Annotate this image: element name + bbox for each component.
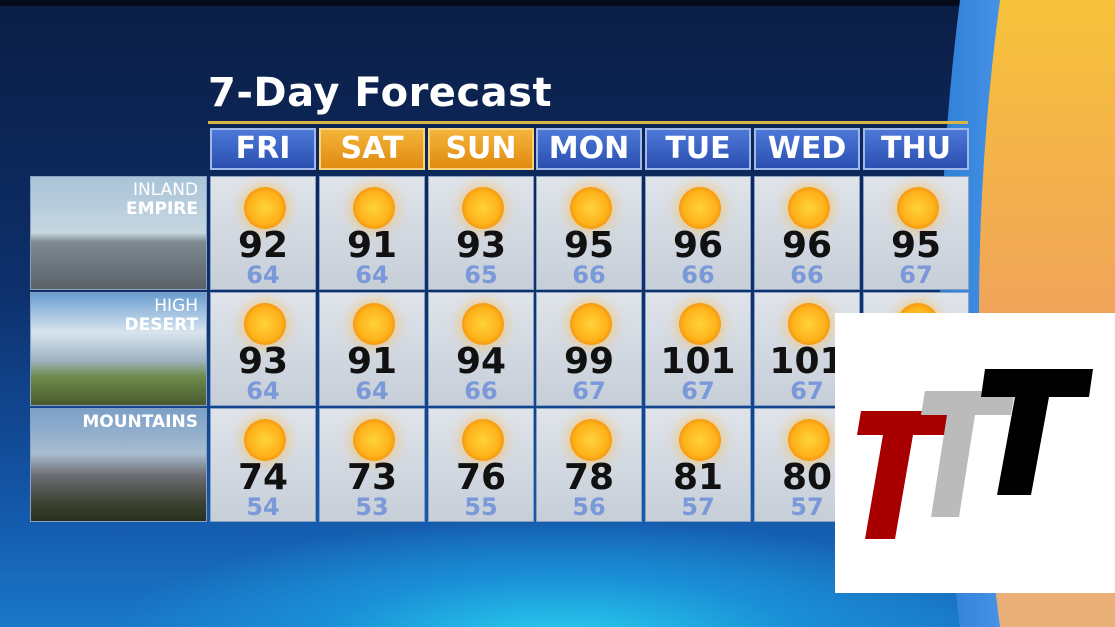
high-temp: 91 bbox=[346, 341, 398, 382]
low-temp: 57 bbox=[681, 493, 715, 521]
channel-logo bbox=[835, 313, 1115, 593]
sunny-icon bbox=[353, 303, 395, 345]
region-image: INLAND EMPIRE bbox=[30, 176, 207, 290]
low-temp: 64 bbox=[246, 261, 280, 289]
forecast-cell: 76 55 bbox=[428, 408, 534, 522]
sunny-icon bbox=[788, 187, 830, 229]
forecast-cell: 91 64 bbox=[319, 292, 425, 406]
sunny-icon bbox=[462, 187, 504, 229]
low-temp: 66 bbox=[681, 261, 715, 289]
forecast-cell: 95 66 bbox=[536, 176, 642, 290]
forecast-cell: 96 66 bbox=[645, 176, 751, 290]
low-temp: 67 bbox=[899, 261, 933, 289]
low-temp: 66 bbox=[790, 261, 824, 289]
region-label-line1: INLAND bbox=[132, 180, 198, 200]
sunny-icon bbox=[244, 303, 286, 345]
day-header-fri: FRI bbox=[210, 128, 316, 170]
high-temp: 74 bbox=[237, 457, 289, 498]
forecast-cell: 99 67 bbox=[536, 292, 642, 406]
high-temp: 101 bbox=[660, 341, 736, 382]
forecast-cell: 74 54 bbox=[210, 408, 316, 522]
low-temp: 57 bbox=[790, 493, 824, 521]
forecast-cell: 101 67 bbox=[645, 292, 751, 406]
low-temp: 66 bbox=[464, 377, 498, 405]
sunny-icon bbox=[244, 187, 286, 229]
high-temp: 96 bbox=[781, 225, 833, 266]
high-temp: 95 bbox=[563, 225, 615, 266]
day-header-wed: WED bbox=[754, 128, 860, 170]
region-label-line2: DESERT bbox=[124, 315, 198, 335]
high-temp: 95 bbox=[890, 225, 942, 266]
sunny-icon bbox=[570, 303, 612, 345]
day-header-tue: TUE bbox=[645, 128, 751, 170]
low-temp: 64 bbox=[355, 261, 389, 289]
low-temp: 65 bbox=[464, 261, 498, 289]
sunny-icon bbox=[353, 419, 395, 461]
low-temp: 67 bbox=[572, 377, 606, 405]
forecast-cell: 93 65 bbox=[428, 176, 534, 290]
high-temp: 73 bbox=[346, 457, 398, 498]
day-header-mon: MON bbox=[536, 128, 642, 170]
sunny-icon bbox=[244, 419, 286, 461]
forecast-cell: 93 64 bbox=[210, 292, 316, 406]
low-temp: 53 bbox=[355, 493, 389, 521]
region-label-line1: HIGH bbox=[154, 296, 198, 316]
title-underline bbox=[208, 121, 968, 124]
high-temp: 92 bbox=[237, 225, 289, 266]
high-temp: 96 bbox=[672, 225, 724, 266]
region-label: MOUNTAINS bbox=[82, 413, 198, 432]
high-temp: 93 bbox=[237, 341, 289, 382]
region-image: HIGH DESERT bbox=[30, 292, 207, 406]
sunny-icon bbox=[788, 419, 830, 461]
forecast-cell: 91 64 bbox=[319, 176, 425, 290]
sunny-icon bbox=[570, 187, 612, 229]
sunny-icon bbox=[462, 419, 504, 461]
high-temp: 99 bbox=[563, 341, 615, 382]
sunny-icon bbox=[897, 187, 939, 229]
high-temp: 80 bbox=[781, 457, 833, 498]
sunny-icon bbox=[570, 419, 612, 461]
day-header-thu: THU bbox=[863, 128, 969, 170]
page-title: 7-Day Forecast bbox=[208, 70, 553, 116]
low-temp: 64 bbox=[246, 377, 280, 405]
low-temp: 67 bbox=[681, 377, 715, 405]
forecast-cell: 78 56 bbox=[536, 408, 642, 522]
low-temp: 55 bbox=[464, 493, 498, 521]
sunny-icon bbox=[788, 303, 830, 345]
forecast-cell: 92 64 bbox=[210, 176, 316, 290]
high-temp: 91 bbox=[346, 225, 398, 266]
forecast-cell: 81 57 bbox=[645, 408, 751, 522]
forecast-cell: 94 66 bbox=[428, 292, 534, 406]
region-label-line2: EMPIRE bbox=[125, 199, 198, 219]
high-temp: 93 bbox=[455, 225, 507, 266]
day-header-sat: SAT bbox=[319, 128, 425, 170]
region-label: HIGH DESERT bbox=[124, 297, 198, 335]
sunny-icon bbox=[679, 303, 721, 345]
high-temp: 94 bbox=[455, 341, 507, 382]
sunny-icon bbox=[353, 187, 395, 229]
region-label-line2: MOUNTAINS bbox=[82, 412, 198, 432]
high-temp: 101 bbox=[769, 341, 845, 382]
region-image: MOUNTAINS bbox=[30, 408, 207, 522]
region-label: INLAND EMPIRE bbox=[126, 181, 198, 219]
sunny-icon bbox=[679, 187, 721, 229]
forecast-cell: 96 66 bbox=[754, 176, 860, 290]
low-temp: 64 bbox=[355, 377, 389, 405]
high-temp: 78 bbox=[563, 457, 615, 498]
sunny-icon bbox=[462, 303, 504, 345]
low-temp: 66 bbox=[572, 261, 606, 289]
high-temp: 76 bbox=[455, 457, 507, 498]
top-bar bbox=[0, 0, 1115, 6]
low-temp: 56 bbox=[572, 493, 606, 521]
sunny-icon bbox=[679, 419, 721, 461]
forecast-cell: 95 67 bbox=[863, 176, 969, 290]
low-temp: 54 bbox=[246, 493, 280, 521]
forecast-cell: 73 53 bbox=[319, 408, 425, 522]
high-temp: 81 bbox=[672, 457, 724, 498]
low-temp: 67 bbox=[790, 377, 824, 405]
day-header-sun: SUN bbox=[428, 128, 534, 170]
